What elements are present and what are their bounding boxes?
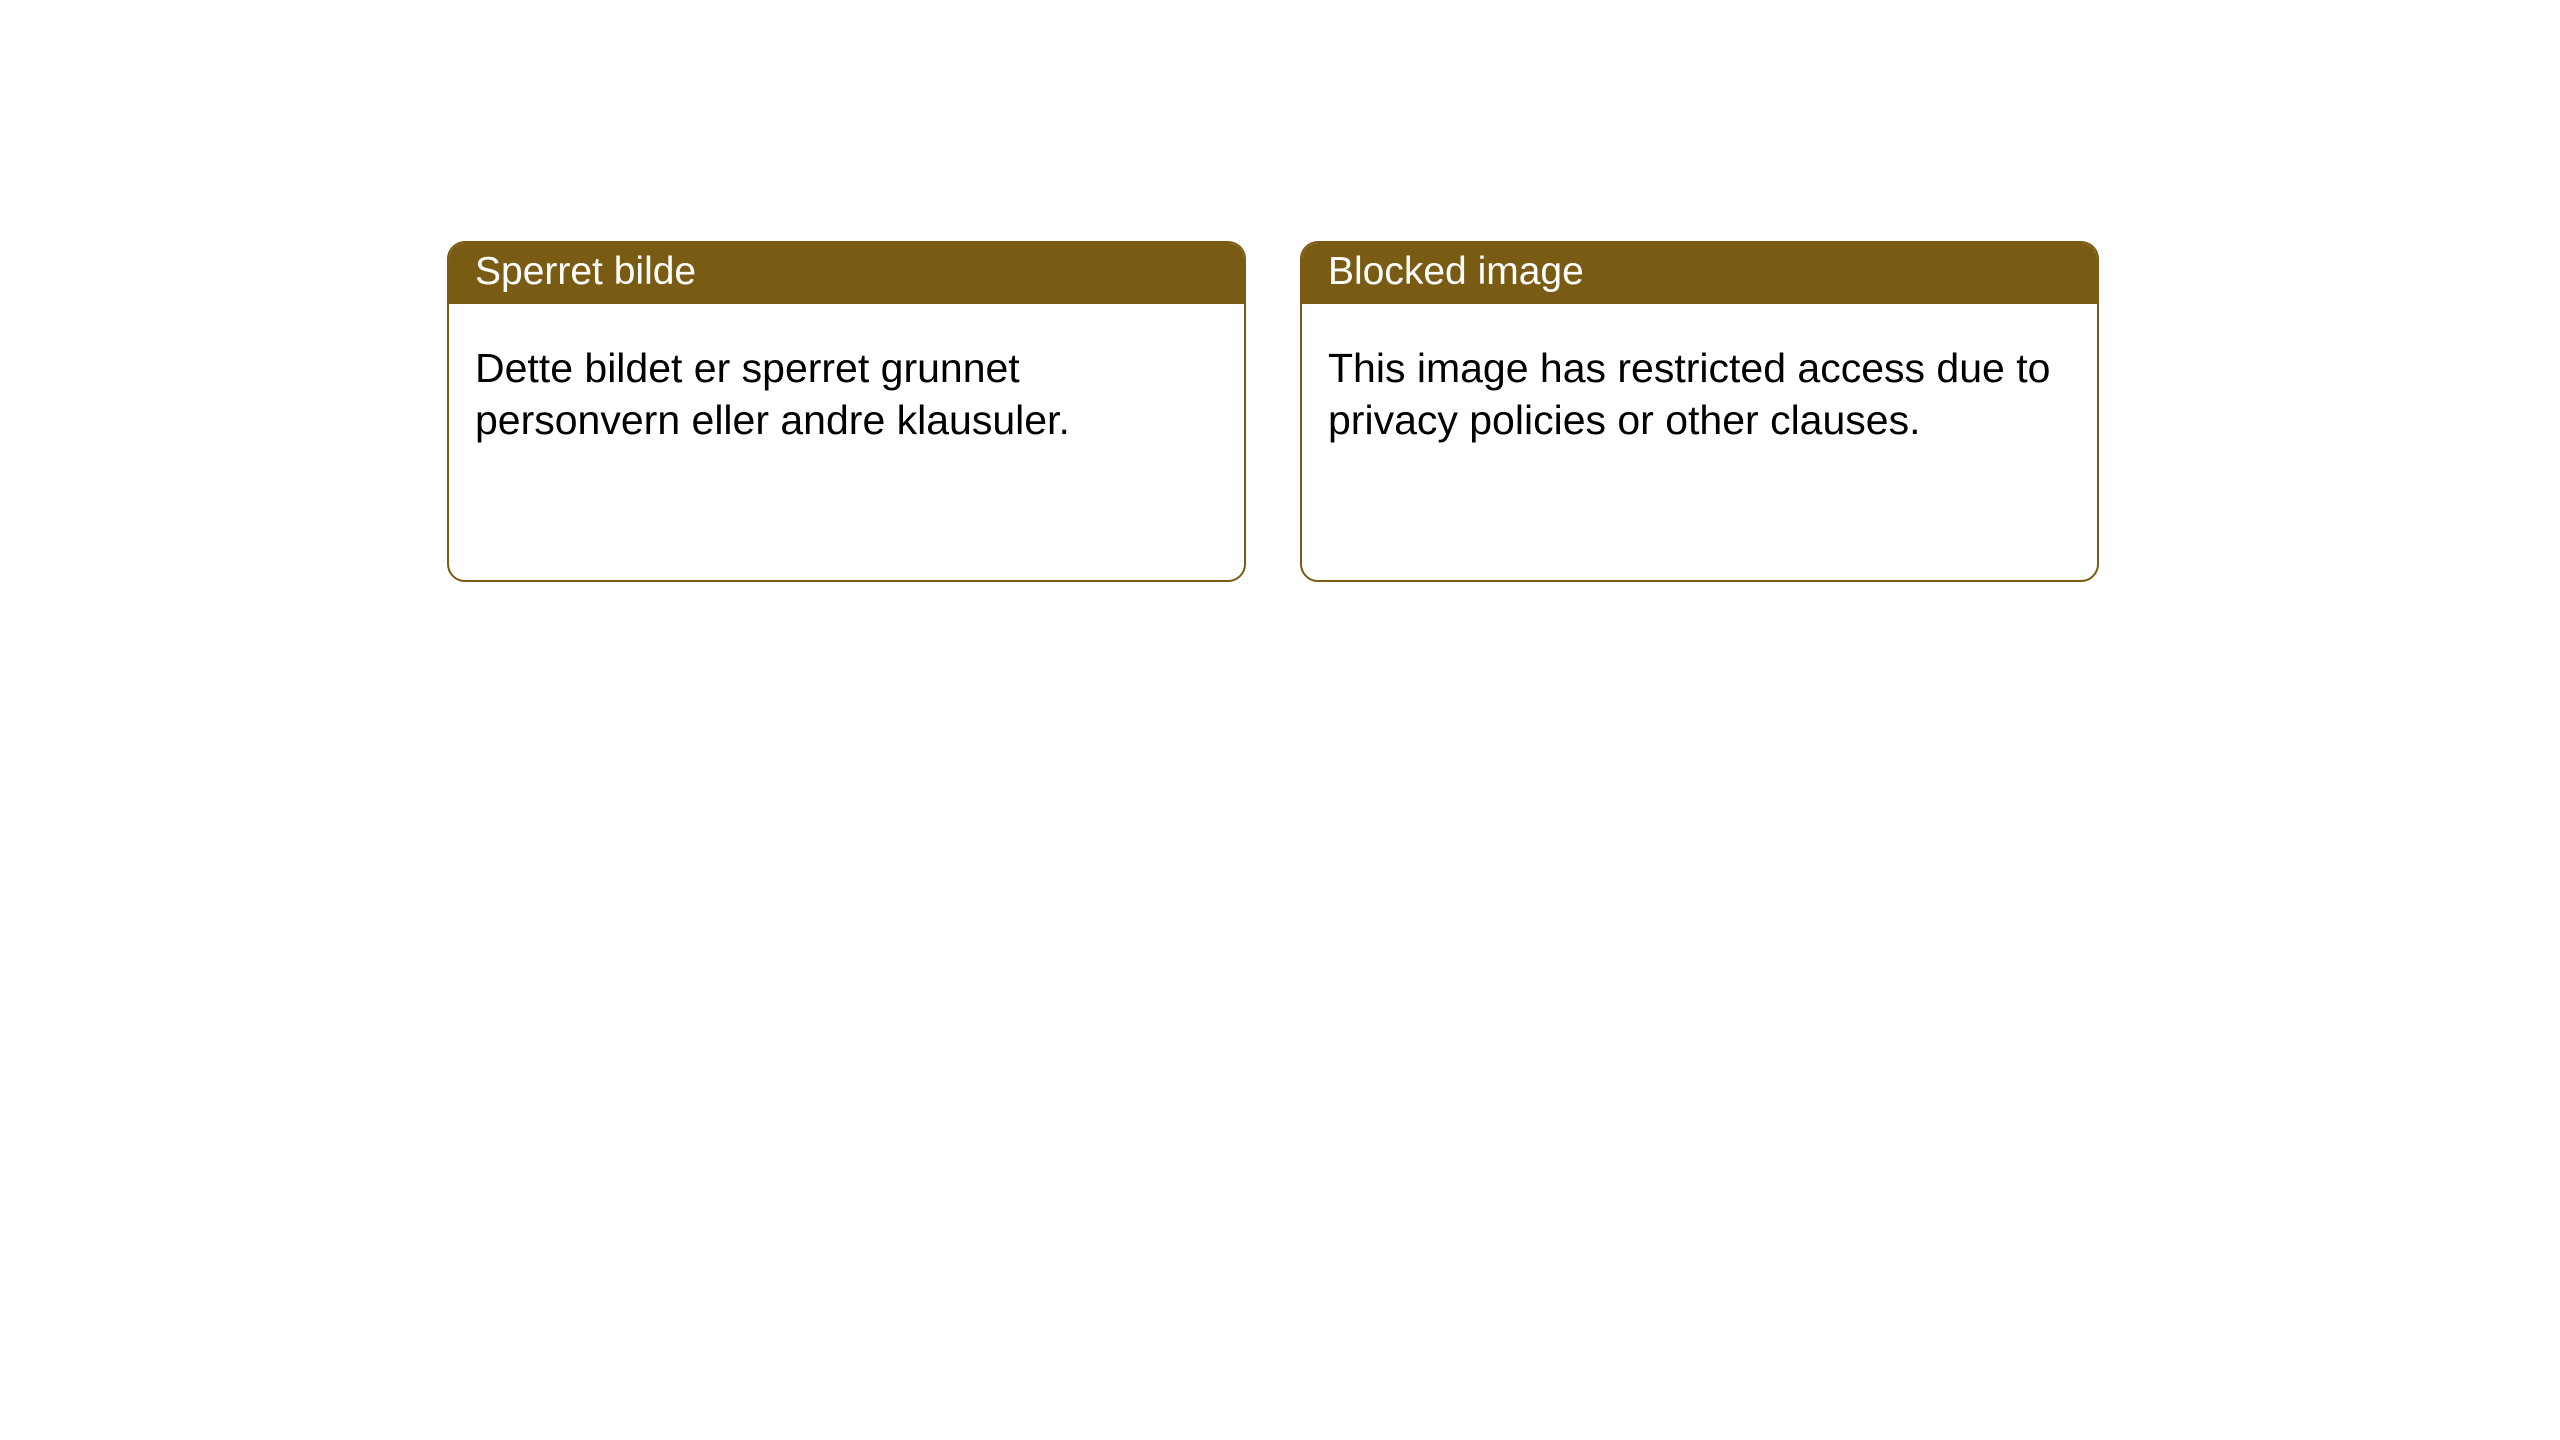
- notice-container: Sperret bilde Dette bildet er sperret gr…: [0, 0, 2560, 582]
- card-title-no: Sperret bilde: [449, 243, 1244, 304]
- blocked-image-card-en: Blocked image This image has restricted …: [1300, 241, 2099, 582]
- blocked-image-card-no: Sperret bilde Dette bildet er sperret gr…: [447, 241, 1246, 582]
- card-body-en: This image has restricted access due to …: [1302, 304, 2097, 580]
- card-title-en: Blocked image: [1302, 243, 2097, 304]
- card-body-no: Dette bildet er sperret grunnet personve…: [449, 304, 1244, 580]
